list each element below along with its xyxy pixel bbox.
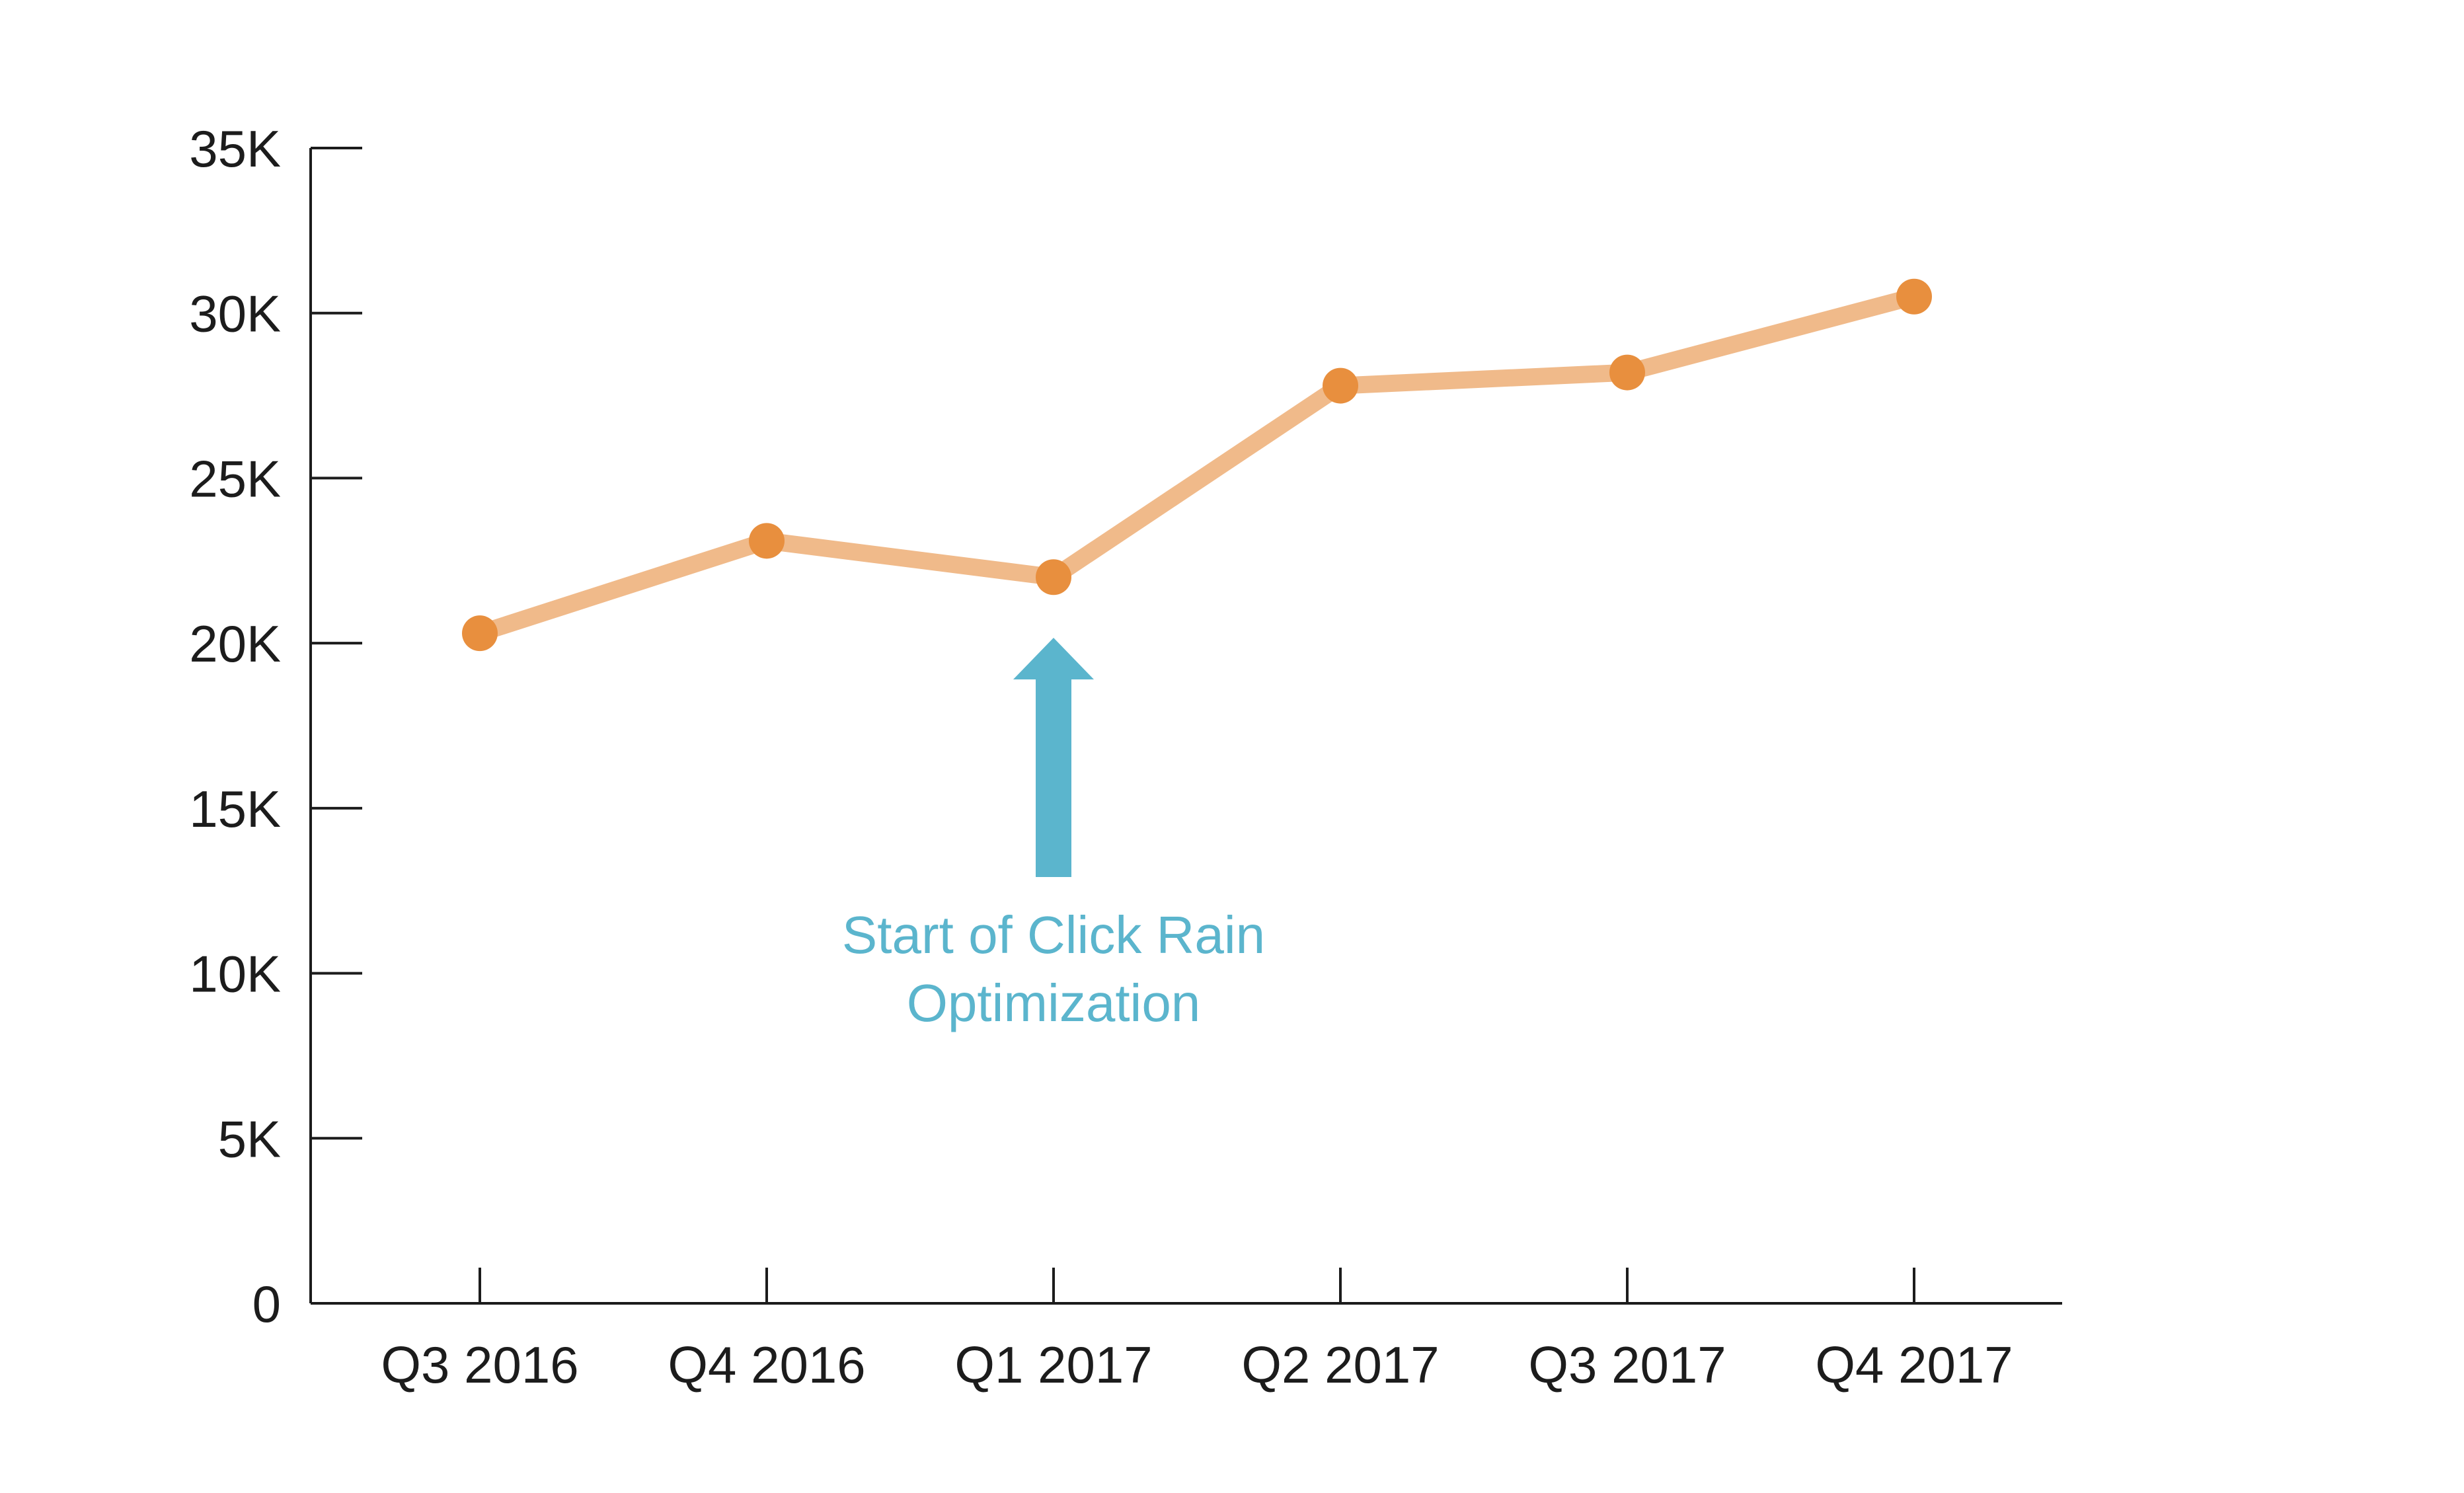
x-tick-label: Q3 2016	[381, 1336, 578, 1394]
y-tick-label: 10K	[189, 945, 281, 1003]
x-tick-label: Q3 2017	[1528, 1336, 1726, 1394]
data-point-q4-2017	[1896, 278, 1932, 315]
y-tick-label: 25K	[189, 449, 281, 508]
x-tick-label: Q2 2017	[1241, 1336, 1439, 1394]
y-tick-label: 5K	[218, 1110, 281, 1168]
annotation: Start of Click Rain Optimization	[842, 638, 1265, 1032]
y-axis: 0 5K 10K 15K 20K 25K 30K 35K	[189, 120, 362, 1333]
x-tick-label: Q1 2017	[954, 1336, 1152, 1394]
data-point-q4-2016	[749, 523, 785, 559]
y-tick-label: 0	[252, 1275, 281, 1333]
y-tick-label: 35K	[189, 120, 281, 178]
y-tick-label: 15K	[189, 780, 281, 838]
annotation-text-line-2: Optimization	[907, 974, 1201, 1032]
y-tick-label: 20K	[189, 615, 281, 673]
data-point-q1-2017	[1036, 559, 1071, 595]
data-point-q3-2016	[462, 615, 498, 652]
x-axis: Q3 2016 Q4 2016 Q1 2017 Q2 2017 Q3 2017 Q4 20…	[311, 1268, 2062, 1394]
y-tick-label: 30K	[189, 285, 281, 343]
series-line	[471, 287, 1923, 642]
data-point-q2-2017	[1323, 367, 1358, 404]
x-tick-label: Q4 2017	[1815, 1336, 2013, 1394]
series-line-group	[462, 278, 1932, 652]
annotation-text-line-1: Start of Click Rain	[842, 905, 1265, 964]
data-point-q3-2017	[1609, 354, 1645, 391]
x-tick-label: Q4 2016	[668, 1336, 865, 1394]
annotation-arrow	[1013, 638, 1094, 877]
